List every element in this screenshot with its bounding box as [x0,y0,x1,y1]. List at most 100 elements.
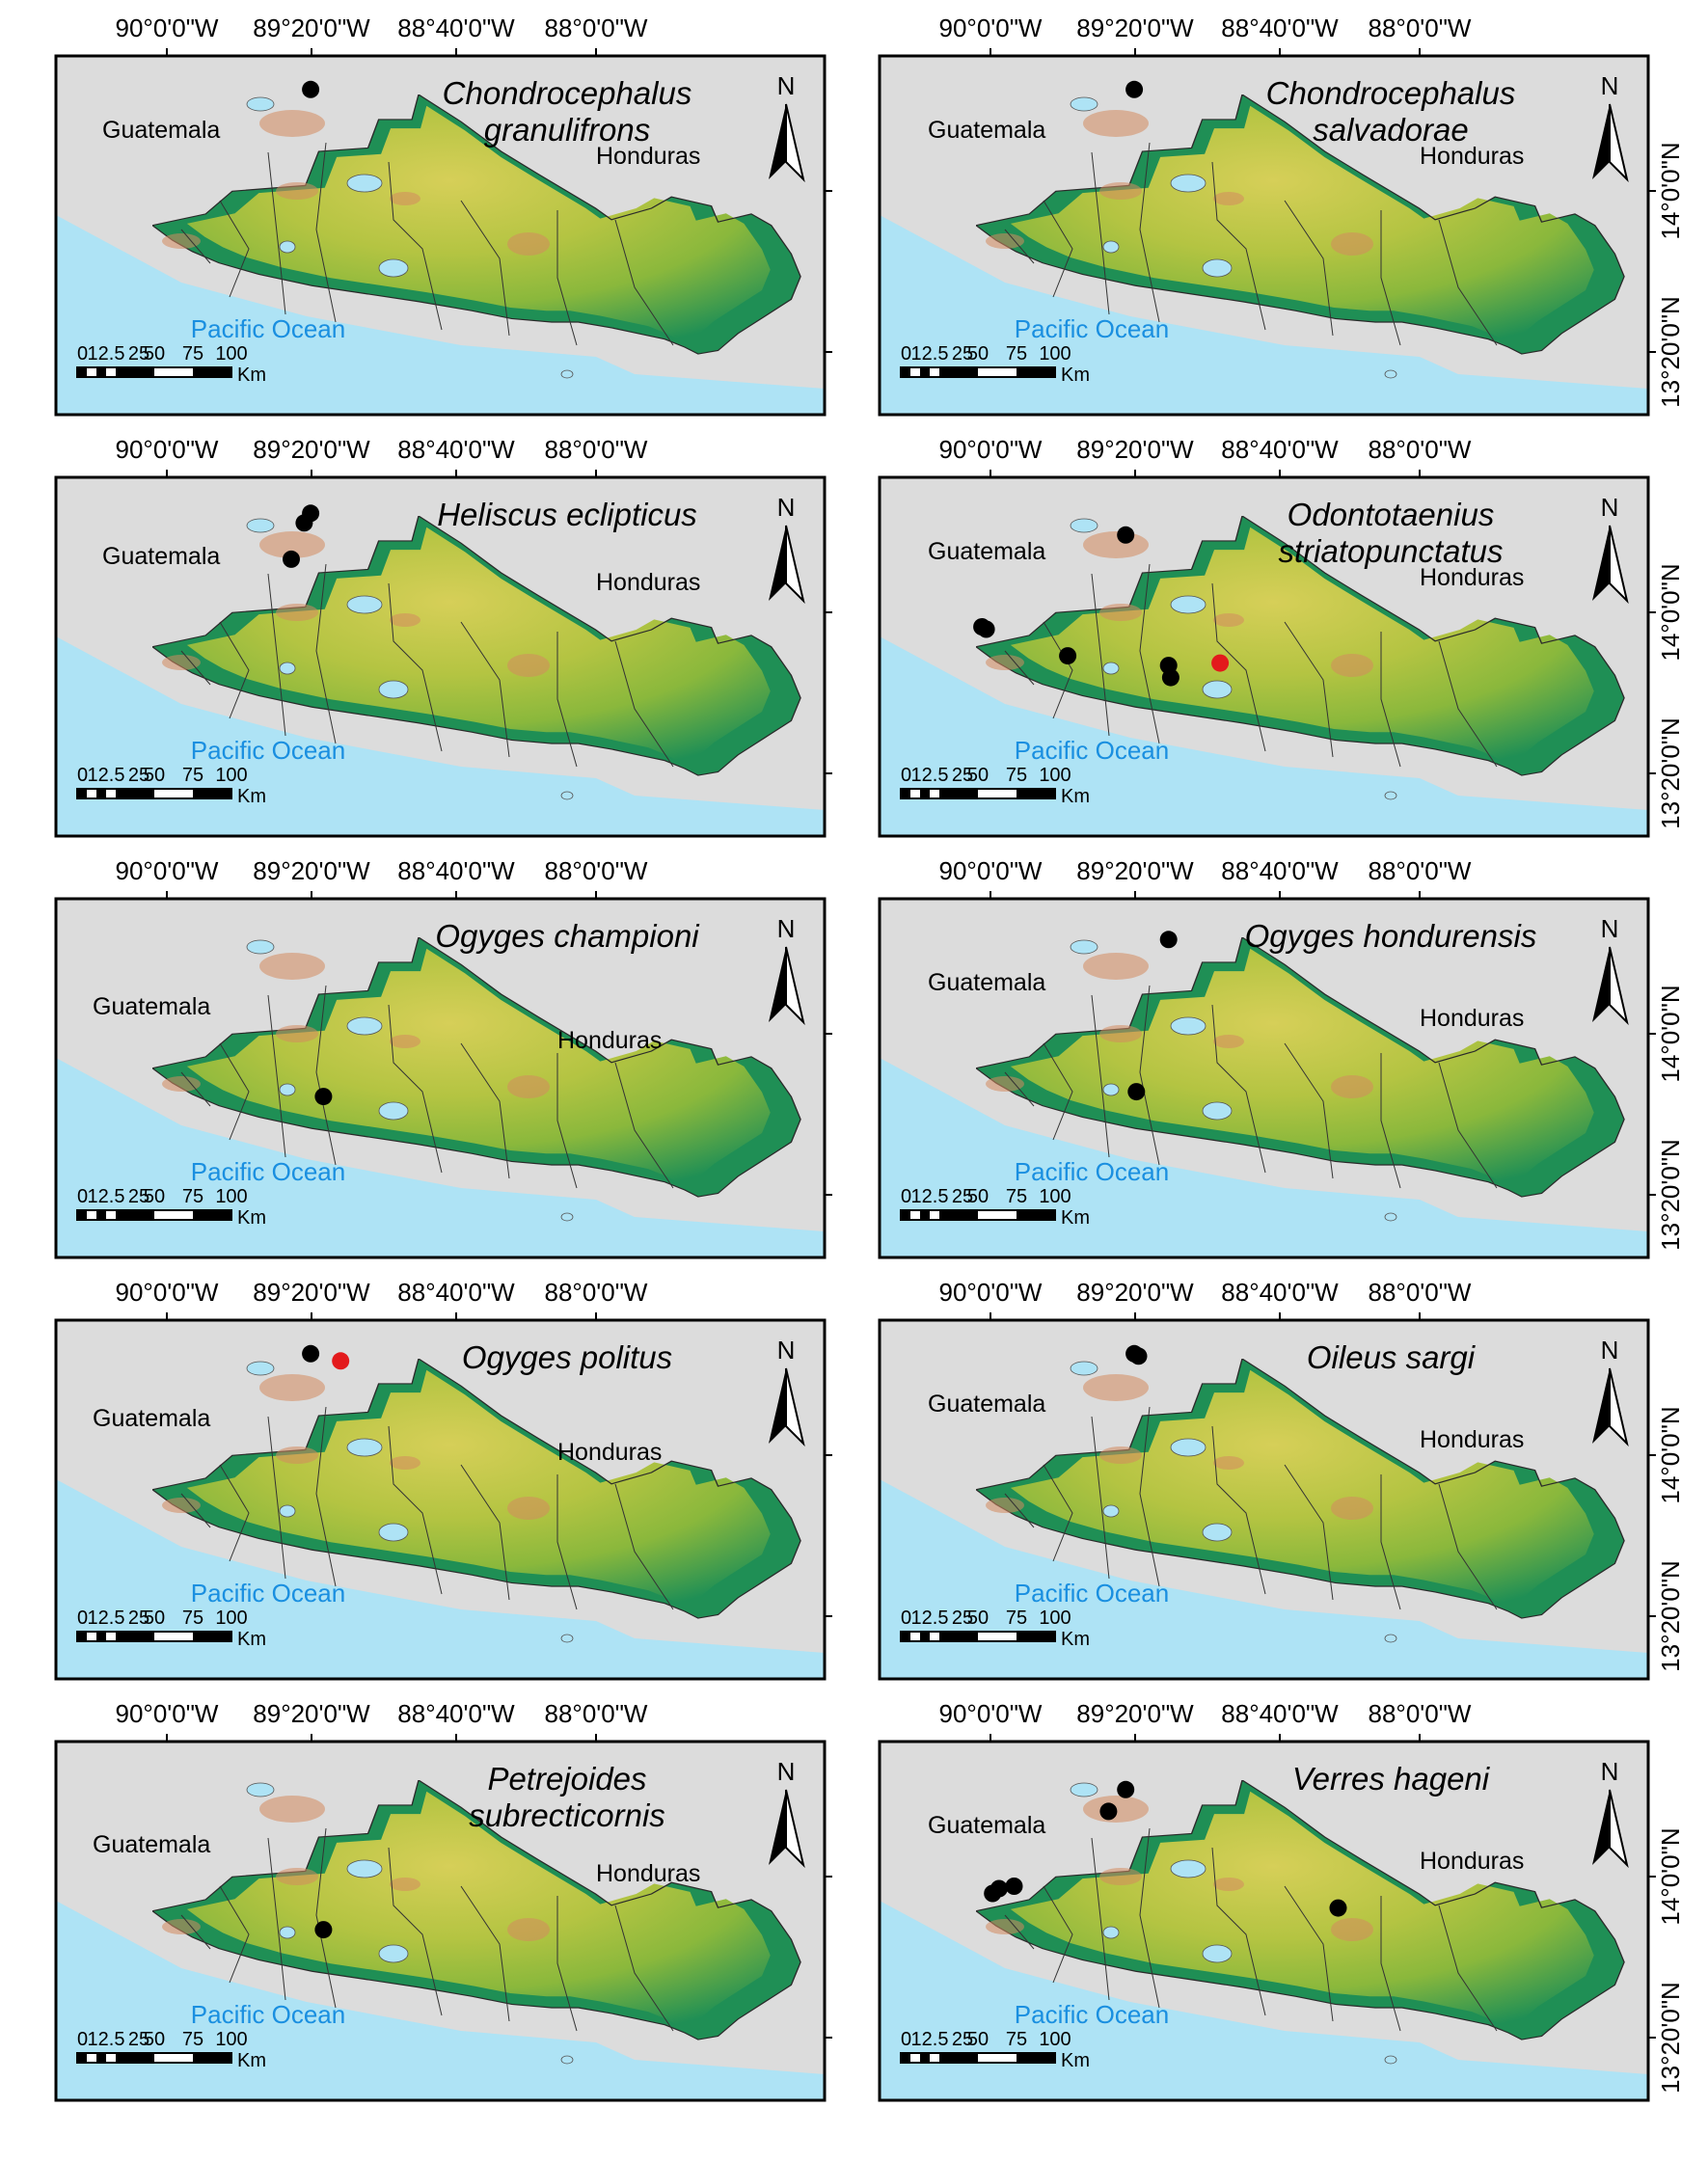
north-arrow-left-half [1592,1790,1610,1865]
guatemala-label: Guatemala [93,1831,210,1858]
north-arrow-right-half [1609,1789,1629,1869]
species-title: Verres hageni [1292,1761,1491,1797]
department-border [180,650,211,686]
record-point [314,1921,333,1939]
highland-patch [1213,1456,1244,1470]
lake [279,240,296,254]
scale-bar-segment [920,2053,930,2063]
lake [378,1944,409,1963]
scale-bar-tick-label: 25 [952,1186,973,1207]
department-border [315,142,337,323]
scale-bar-segment [901,789,910,798]
longitude-label: 89°20'0"W [1076,1699,1194,1728]
north-arrow-left-half [1592,1368,1610,1444]
lake [1102,1926,1120,1939]
map-body [56,477,825,836]
department-border [1284,1042,1334,1179]
longitude-label: 90°0'0"W [939,856,1043,885]
north-arrow-right-half [785,525,805,605]
department-border [1004,1493,1035,1528]
scale-bar-tick-label: 50 [144,2029,165,2050]
north-arrow-label: N [1601,1757,1619,1786]
lake [378,680,409,699]
north-arrow: N [1592,914,1629,1026]
north-arrow-right-half [1609,946,1629,1026]
latitude-label: 13°20'0"N [1656,717,1685,829]
species-title: Chondrocephalus granulifrons [443,75,692,148]
longitude-label: 90°0'0"W [939,1699,1043,1728]
highland-patch [986,655,1024,670]
scale-bar-segment [193,1210,231,1220]
scale-bar-segment [1017,1632,1055,1641]
pacific-ocean-label: Pacific Ocean [191,2000,345,2029]
lake [1102,662,1120,675]
map-panel-p5: 90°0'0"W 89°20'0"W 88°40'0"W 88°0'0"W Guatem… [54,856,832,1259]
scale-bar-tick-label: 25 [128,1608,149,1629]
department-border [388,1425,443,1595]
scale-bar-tick-label: 75 [182,1186,203,1207]
longitude-label: 88°40'0"W [397,1278,515,1307]
longitude-label: 88°40'0"W [1221,435,1339,464]
department-border [614,1062,674,1189]
longitude-label: 89°20'0"W [253,856,370,885]
longitude-label: 88°40'0"W [397,1699,515,1728]
species-title: Oileus sargi [1307,1339,1477,1375]
department-border [1004,1914,1035,1950]
scale-bar-tick-label: 50 [967,343,989,365]
department-border [219,621,250,719]
scale-bar-unit: Km [1061,1207,1090,1229]
scale-bar-tick-label: 25 [128,343,149,365]
lake [1202,1944,1233,1963]
longitude-label: 88°0'0"W [1369,1278,1472,1307]
department-border [1438,640,1498,768]
department-border [1091,1837,1110,2001]
highland-patch [1099,1868,1142,1885]
honduras-label: Honduras [1420,1848,1524,1875]
scale-bar-segment [77,2053,87,2063]
longitude-label: 88°0'0"W [545,435,648,464]
scale-bar-segment [193,1632,231,1641]
species-title: Odontotaenius striatopunctatus [1279,497,1504,569]
highland-patch [1099,1446,1142,1464]
pacific-ocean-label: Pacific Ocean [191,736,345,765]
scale-bar-tick-label: 75 [182,765,203,786]
department-border [1139,985,1160,1166]
department-border [460,1464,510,1601]
honduras-label: Honduras [596,569,700,596]
scale-bar-tick-label: 0 [77,2029,88,2050]
guatemala-label: Guatemala [928,117,1045,144]
department-border [1438,1062,1498,1189]
scale-bar-unit: Km [237,1207,266,1229]
highland-patch [162,233,201,249]
species-title-line: Chondrocephalus [1266,75,1516,111]
department-border [315,1406,337,1587]
record-point [1117,526,1135,544]
scale-bar-segment [1017,789,1055,798]
guatemala-label: Guatemala [928,1812,1045,1839]
highland-patch [986,1498,1024,1513]
scale-bar-tick-label: 25 [952,765,973,786]
north-arrow-left-half [769,1790,786,1865]
highland-patch [259,1796,325,1823]
scale-bar-tick-label: 75 [182,1608,203,1629]
longitude-label: 89°20'0"W [1076,435,1194,464]
department-border [267,151,286,315]
scale-bar-segment [96,1210,106,1220]
longitude-label: 88°40'0"W [1221,1699,1339,1728]
highland-patch [259,531,325,558]
scale-bar-tick-label: 100 [215,765,247,786]
scale-bar-tick-label: 25 [952,343,973,365]
map-frame [878,1740,1650,2102]
north-arrow: N [769,914,805,1026]
north-arrow-label: N [1601,914,1619,943]
scale-bar-tick-label: 12.5 [88,1186,125,1207]
species-title-line: Ogyges politus [462,1339,672,1375]
scale-bar-segment [193,789,231,798]
department-border [556,1053,578,1189]
scale-bar-tick-label: 100 [215,2029,247,2050]
map-body [880,1742,1648,2100]
